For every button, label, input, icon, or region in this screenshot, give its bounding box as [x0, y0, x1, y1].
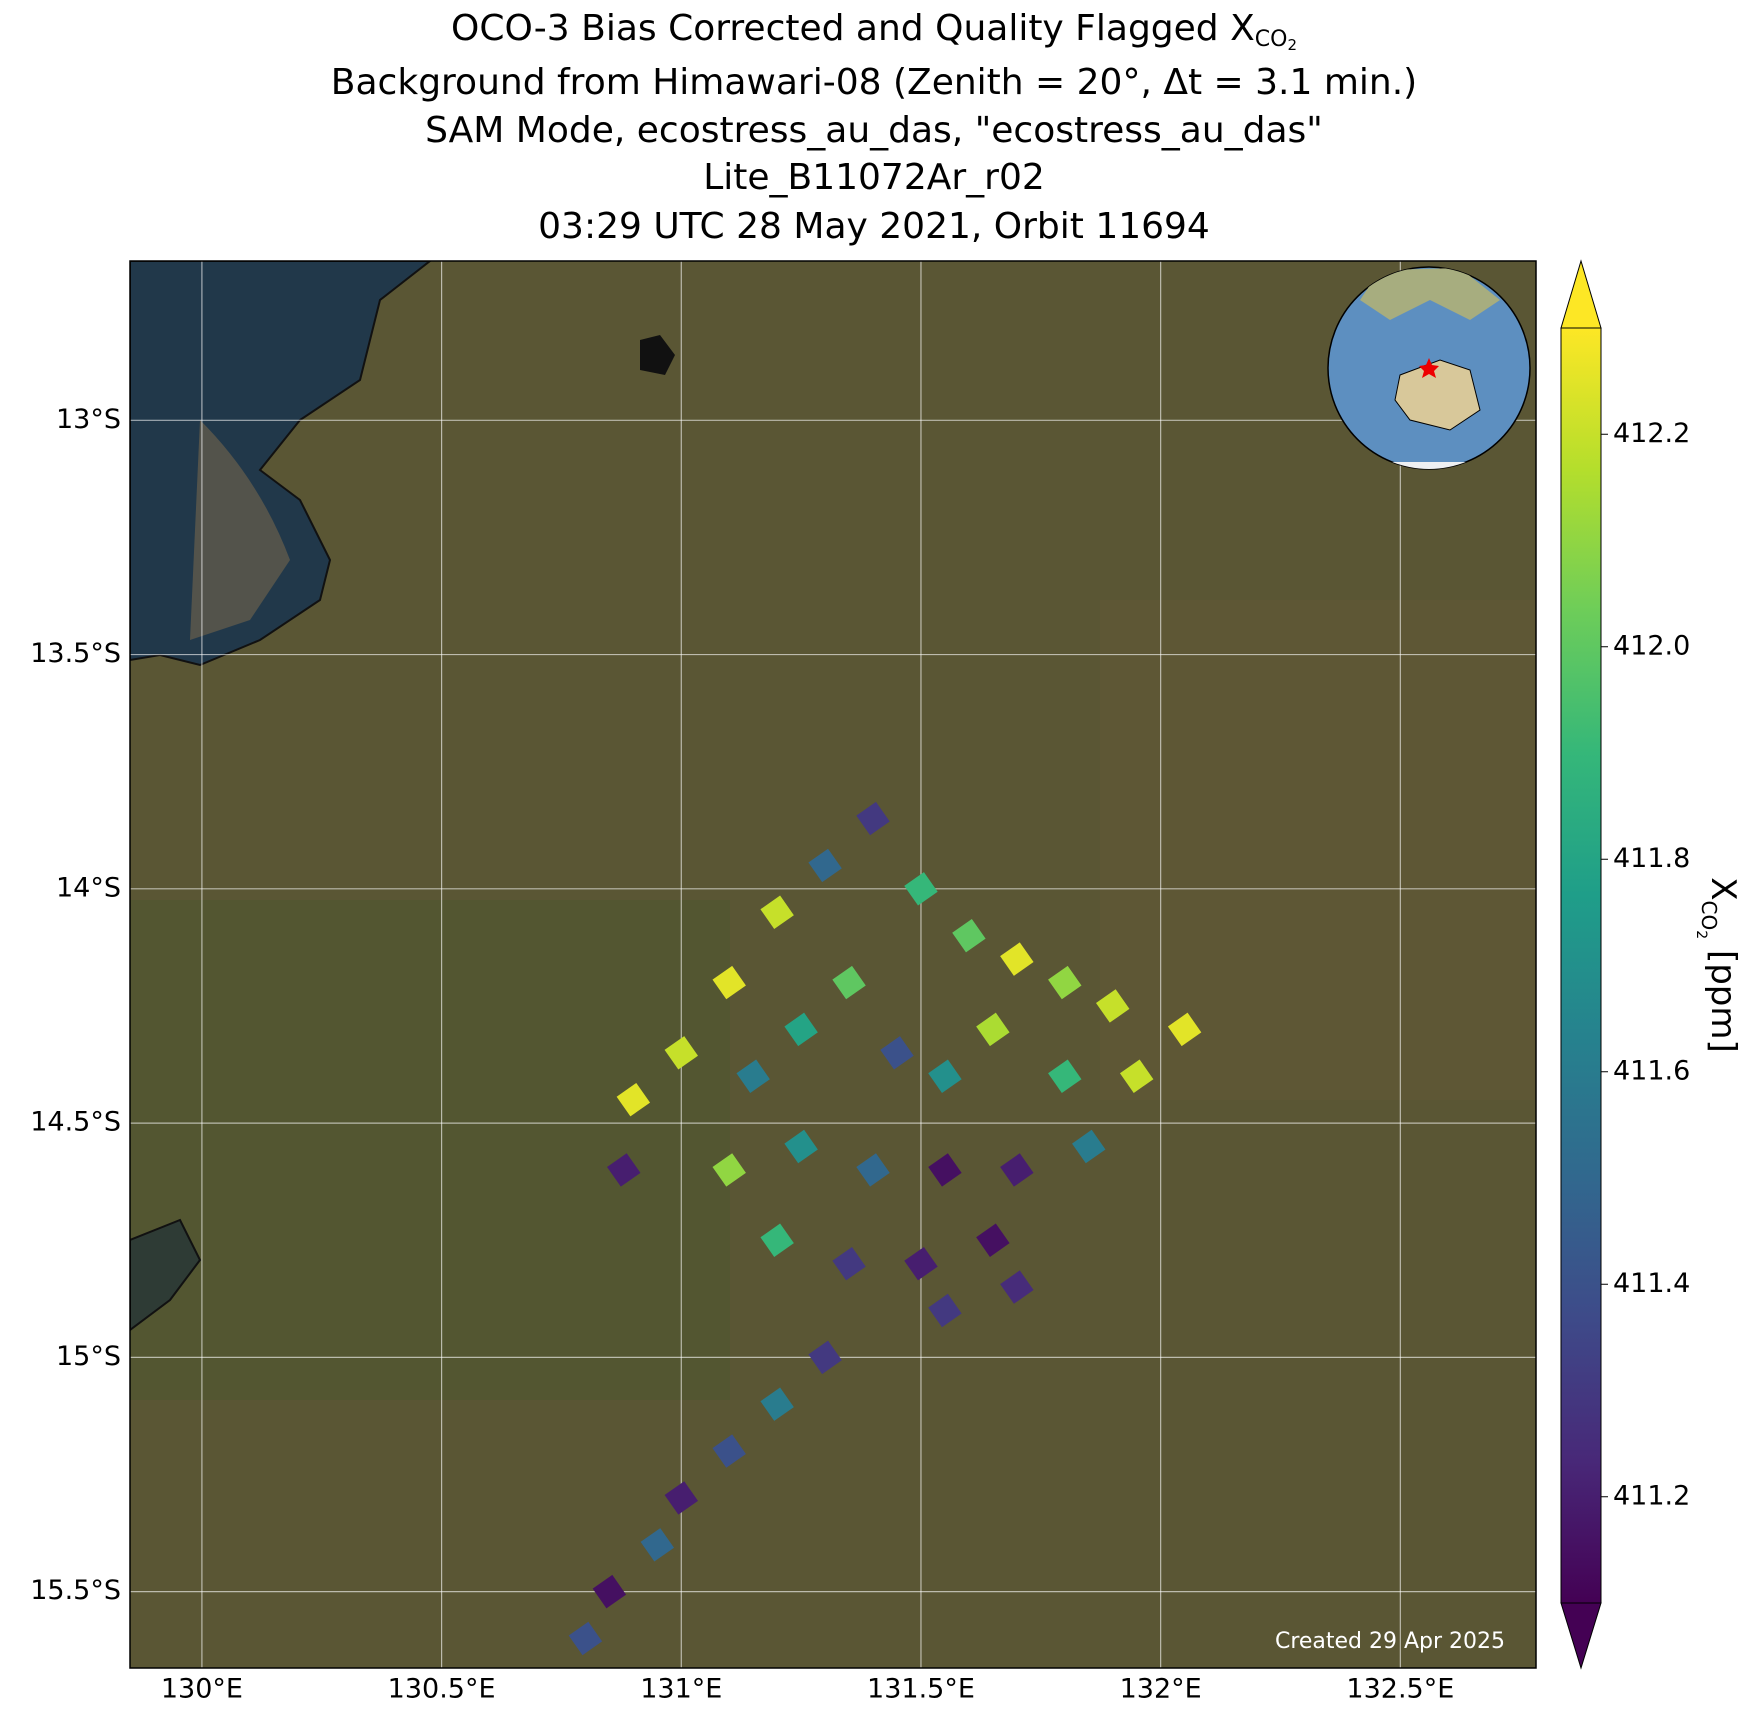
colorbar-label: XCO2 [ppm] [1693, 877, 1743, 1053]
sounding [1119, 1059, 1154, 1093]
title-line: 03:29 UTC 28 May 2021, Orbit 11694 [538, 206, 1210, 247]
sounding [976, 1223, 1010, 1257]
x-tick-label: 130.5°E [388, 1674, 496, 1705]
sounding [607, 1153, 641, 1187]
sounding [1000, 942, 1034, 976]
sounding [760, 1387, 794, 1421]
x-tick-label: 131°E [640, 1674, 722, 1705]
sounding [1167, 1012, 1202, 1047]
colorbar-tick-label: 411.6 [1613, 1055, 1690, 1086]
sounding [592, 1574, 627, 1609]
sounding [928, 1059, 962, 1093]
sounding [760, 1223, 794, 1257]
title-line: SAM Mode, ecostress_au_das, "ecostress_a… [425, 110, 1323, 151]
sounding [784, 1012, 818, 1047]
sounding [904, 872, 938, 906]
sounding [784, 1129, 818, 1164]
colorbar-tick-label: 412.2 [1613, 418, 1690, 449]
x-tick-label: 132.5°E [1346, 1674, 1454, 1705]
colorbar [1560, 259, 1608, 1670]
sounding [1000, 1270, 1034, 1304]
title-line: Lite_B11072Ar_r02 [703, 157, 1045, 198]
colorbar-tick-label: 411.2 [1613, 1480, 1690, 1511]
sounding [736, 1059, 770, 1093]
sounding [1048, 965, 1082, 1000]
title-line: OCO-3 Bias Corrected and Quality Flagged… [451, 8, 1297, 54]
soundings [568, 801, 1202, 1656]
y-tick-label: 13°S [56, 404, 121, 435]
basemap [130, 261, 1536, 1668]
title-line: Background from Himawari-08 (Zenith = 20… [331, 62, 1417, 103]
sounding [856, 1153, 890, 1187]
sounding [952, 918, 986, 953]
y-tick-label: 13.5°S [30, 638, 121, 669]
sounding [856, 801, 890, 836]
x-tick-label: 131.5°E [867, 1674, 975, 1705]
sounding [712, 1153, 746, 1187]
colorbar-tick-label: 411.4 [1613, 1268, 1690, 1299]
sounding [928, 1293, 962, 1328]
inset-globe [1327, 266, 1531, 470]
sounding [1072, 1129, 1106, 1164]
sounding [640, 1528, 675, 1562]
colorbar-tick-label: 411.8 [1613, 843, 1690, 874]
y-tick-label: 14°S [56, 872, 121, 903]
colorbar-tick-label: 412.0 [1613, 630, 1690, 661]
sounding [832, 1246, 866, 1281]
plot-frame [129, 260, 1537, 1669]
sounding [1048, 1059, 1082, 1093]
sounding [664, 1036, 698, 1070]
x-tick-label: 132°E [1120, 1674, 1202, 1705]
sounding [808, 1340, 842, 1375]
colorbar-body [1560, 327, 1602, 1604]
y-tick-label: 14.5°S [30, 1107, 121, 1138]
y-tick-label: 15°S [56, 1341, 121, 1372]
sounding [1096, 989, 1130, 1023]
sounding [880, 1036, 914, 1070]
sounding [760, 895, 794, 929]
sounding [832, 965, 866, 1000]
y-tick-label: 15.5°S [30, 1575, 121, 1606]
sounding [928, 1153, 962, 1187]
sounding [616, 1082, 651, 1117]
sounding [712, 965, 746, 1000]
sounding [1000, 1153, 1034, 1187]
colorbar-extend [1560, 1602, 1602, 1670]
sounding [568, 1621, 603, 1656]
sounding [976, 1012, 1010, 1047]
sounding [712, 1434, 746, 1468]
sounding [808, 848, 842, 883]
sounding [664, 1481, 698, 1515]
sounding [904, 1246, 938, 1281]
colorbar-extend [1560, 259, 1602, 329]
annotation: Created 29 Apr 2025 [1275, 1629, 1505, 1654]
x-tick-label: 130°E [161, 1674, 243, 1705]
